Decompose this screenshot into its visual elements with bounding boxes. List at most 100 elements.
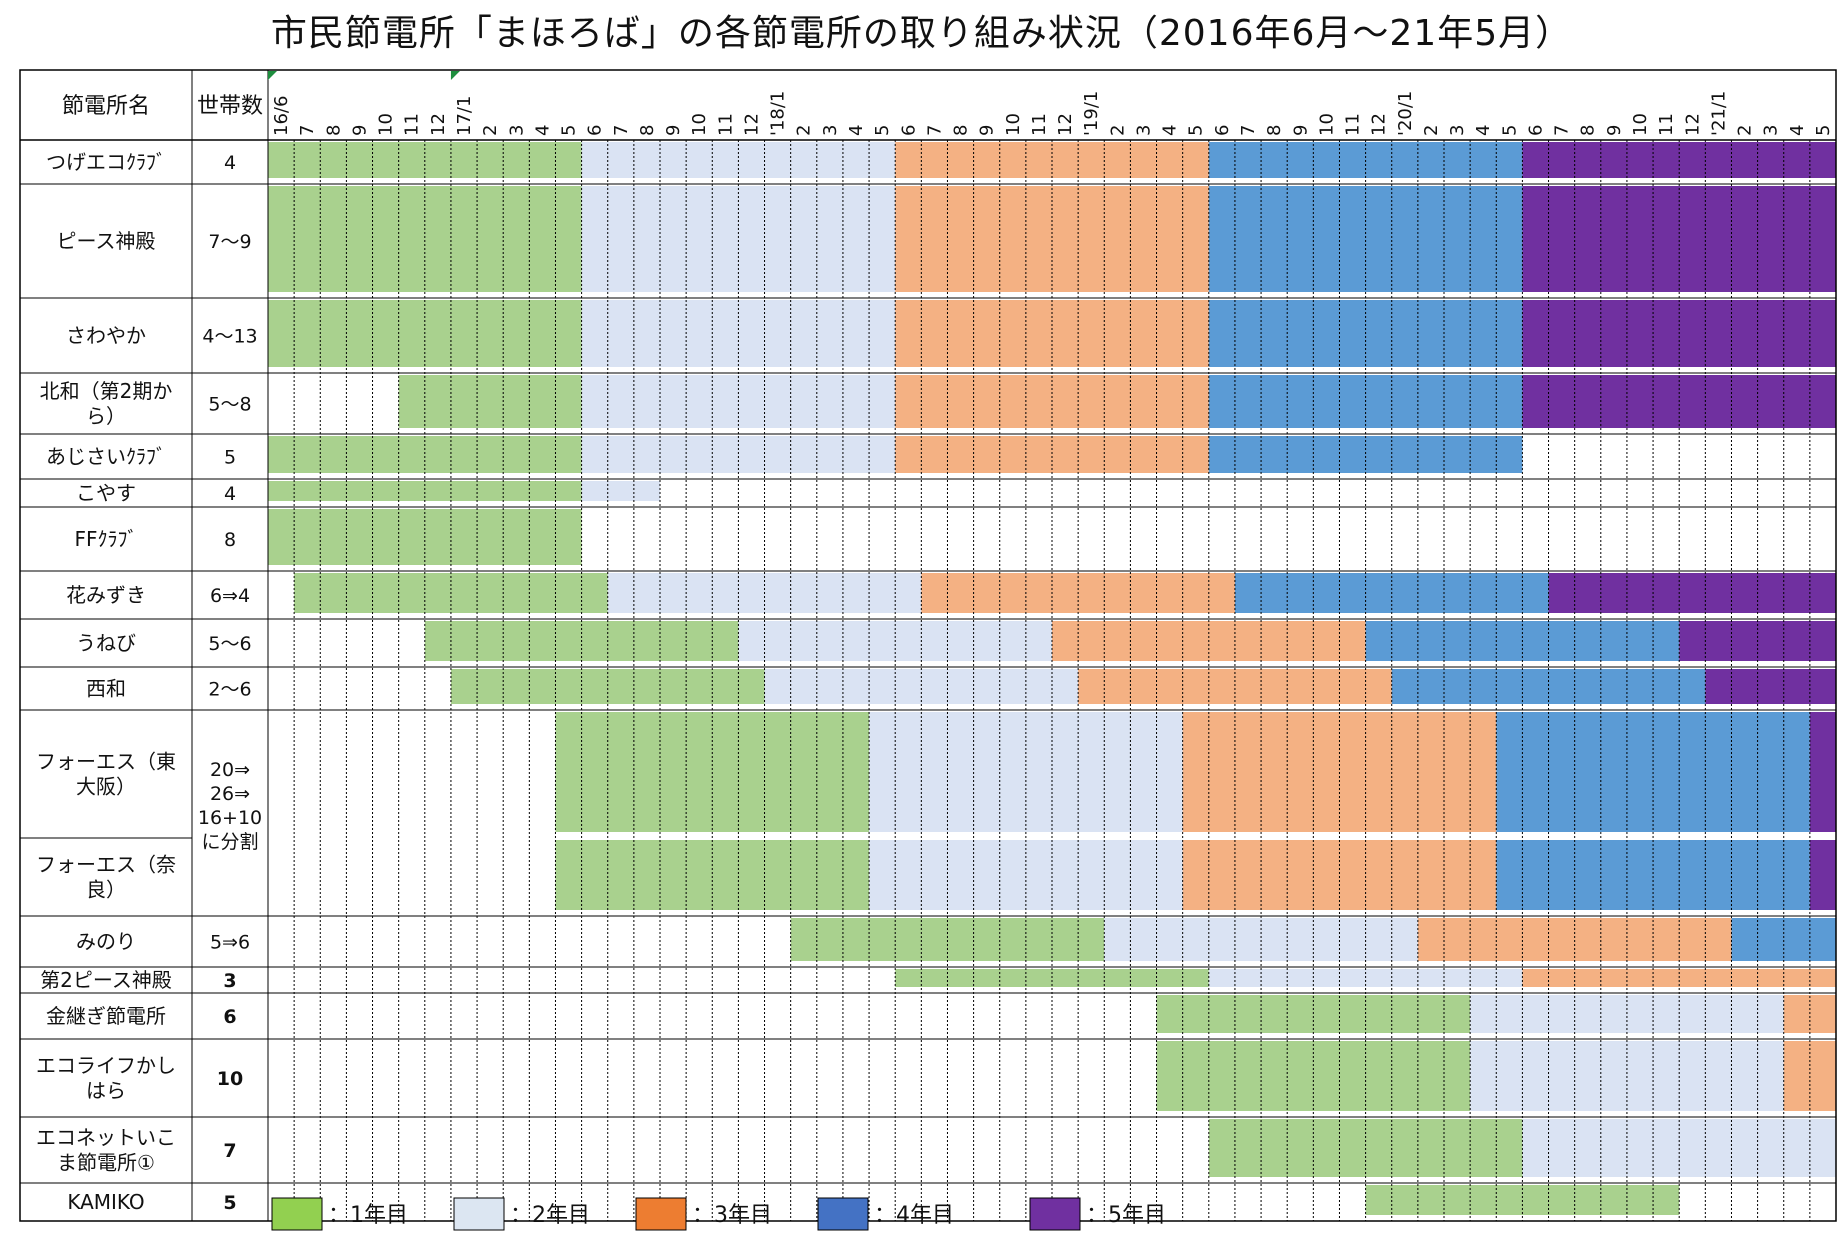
month-label: 9 — [1290, 125, 1311, 136]
month-label: 5 — [1813, 125, 1834, 136]
month-label: 11 — [1343, 113, 1364, 136]
station-name: つげエコｸﾗﾌﾞ — [46, 150, 166, 174]
station-name: FFｸﾗﾌﾞ — [74, 527, 137, 551]
month-label: 10 — [376, 113, 397, 136]
legend-swatch — [453, 1197, 505, 1231]
station-name: ら） — [86, 404, 126, 428]
household-count: 6 — [223, 1006, 236, 1028]
month-label: 12 — [428, 113, 449, 136]
bar-segment — [1208, 186, 1523, 292]
bar-segment — [398, 375, 582, 428]
month-label: 2 — [794, 125, 815, 136]
month-label: 10 — [1316, 113, 1337, 136]
household-count: 7～9 — [208, 231, 251, 253]
household-count: 5⇒6 — [210, 932, 250, 954]
legend-swatch — [1029, 1197, 1081, 1231]
legend-label: ：4年目 — [874, 1203, 954, 1228]
station-name: フォーエス（奈 — [36, 853, 176, 877]
month-label: 4 — [1787, 125, 1808, 136]
month-label: 7 — [611, 125, 632, 136]
household-count: 16+10 — [198, 807, 262, 829]
month-label: 3 — [1133, 125, 1154, 136]
month-label: 8 — [323, 125, 344, 136]
household-count: 10 — [217, 1068, 243, 1090]
household-count: 3 — [223, 970, 236, 992]
bar-segment — [1548, 573, 1836, 613]
station-name: こやす — [76, 481, 136, 505]
bar-segment — [450, 669, 765, 704]
month-label: 4 — [532, 125, 553, 136]
household-count: 5 — [224, 447, 236, 469]
month-label: 3 — [1447, 125, 1468, 136]
bar-segment — [581, 186, 896, 292]
household-count: 5～6 — [208, 633, 251, 655]
month-label: 12 — [741, 113, 762, 136]
month-label: 17/1 — [454, 96, 475, 136]
legend-swatch — [635, 1197, 687, 1231]
station-name: ピース神殿 — [57, 229, 156, 253]
station-name: さわやか — [66, 324, 146, 348]
legend-label: ：2年目 — [510, 1203, 590, 1228]
month-label: 2 — [480, 125, 501, 136]
month-label: 8 — [1578, 125, 1599, 136]
month-label: 7 — [1552, 125, 1573, 136]
household-count: 5 — [223, 1192, 236, 1214]
station-name: 北和（第2期か — [40, 379, 173, 403]
month-label: 6 — [1525, 125, 1546, 136]
month-label: 12 — [1682, 113, 1703, 136]
station-name: 大阪） — [76, 775, 136, 799]
month-label: 7 — [297, 125, 318, 136]
household-count: 7 — [223, 1140, 236, 1162]
bar-segment — [869, 840, 1183, 910]
table-frame — [19, 69, 1837, 1222]
month-label: 4 — [846, 125, 867, 136]
month-label: 5 — [1186, 125, 1207, 136]
bar-segment — [268, 436, 582, 473]
bar-segment — [1809, 840, 1836, 910]
bar-segment — [555, 840, 870, 910]
bar-segment — [764, 669, 1079, 704]
month-label: '18/1 — [768, 91, 789, 136]
bar-segment — [268, 186, 582, 292]
bar-segment — [1182, 840, 1497, 910]
month-label: 16/6 — [271, 96, 292, 136]
header-households: 世帯数 — [197, 94, 263, 119]
month-label: 9 — [663, 125, 684, 136]
month-label: 12 — [1055, 113, 1076, 136]
station-name: 花みずき — [66, 583, 146, 607]
month-label: 3 — [1761, 125, 1782, 136]
household-count: 4 — [224, 483, 236, 505]
bar-segment — [1522, 186, 1836, 292]
station-name: うねび — [76, 631, 136, 655]
household-count: 2～6 — [208, 679, 251, 701]
month-label: '19/1 — [1081, 91, 1102, 136]
station-name: エコネットいこ — [36, 1126, 176, 1150]
month-label: 6 — [585, 125, 606, 136]
month-label: 5 — [872, 125, 893, 136]
station-name: あじさいｸﾗﾌﾞ — [46, 445, 166, 469]
year-start-marker — [450, 71, 460, 80]
household-count: 8 — [224, 529, 236, 551]
station-name: 金継ぎ節電所 — [46, 1004, 166, 1028]
year-start-marker — [268, 71, 277, 80]
month-label: 3 — [820, 125, 841, 136]
bar-segment — [1496, 840, 1810, 910]
station-name: 西和 — [86, 677, 126, 701]
bar-segment — [1391, 669, 1706, 704]
household-count: 4～13 — [202, 326, 257, 348]
chart-title: 市民節電所「まほろば」の各節電所の取り組み状況（2016年6月～21年5月） — [270, 13, 1573, 54]
legend-label: ：1年目 — [328, 1203, 408, 1228]
month-label: 2 — [1421, 125, 1442, 136]
month-label: 2 — [1735, 125, 1756, 136]
month-label: 10 — [689, 113, 710, 136]
bar-segment — [1078, 669, 1392, 704]
month-label: 8 — [637, 125, 658, 136]
household-count: 26⇒ — [210, 783, 250, 805]
month-label: 4 — [1160, 125, 1181, 136]
month-label: 3 — [506, 125, 527, 136]
legend-swatch — [817, 1197, 869, 1231]
month-label: 11 — [715, 113, 736, 136]
month-label: 7 — [924, 125, 945, 136]
bar-segment — [1705, 669, 1836, 704]
